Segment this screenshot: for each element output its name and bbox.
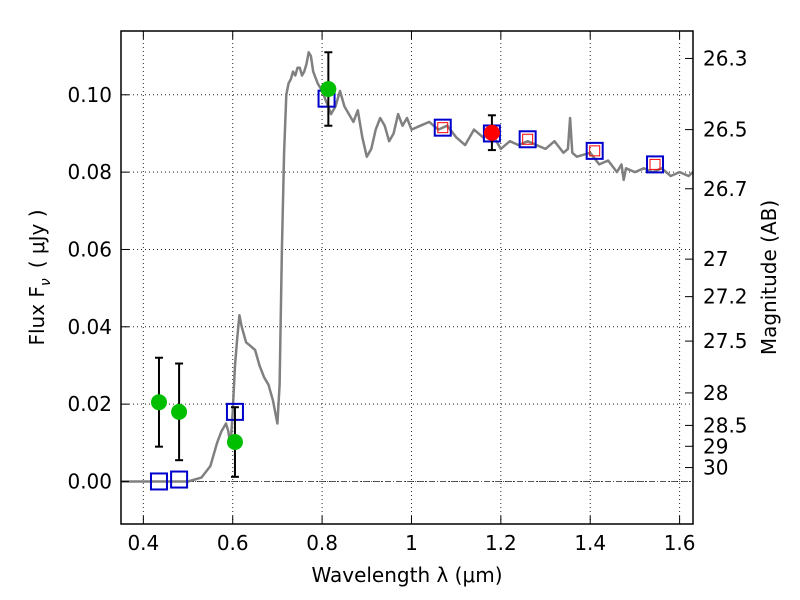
model-band-small-square bbox=[437, 122, 449, 134]
x-tick-label: 1.6 bbox=[664, 531, 696, 555]
right-tick-label: 27.2 bbox=[703, 285, 748, 309]
right-tick-label: 26.5 bbox=[703, 118, 748, 142]
model-band-square bbox=[585, 141, 604, 160]
right-tick-label: 27.5 bbox=[703, 329, 748, 353]
right-tick-label: 29 bbox=[703, 434, 728, 458]
x-tick-label: 0.8 bbox=[306, 531, 338, 555]
right-tick-label: 26.3 bbox=[703, 46, 748, 70]
right-tick-label: 28 bbox=[703, 381, 728, 405]
right-tick-label: 28.5 bbox=[703, 413, 748, 437]
plot-frame bbox=[120, 30, 694, 525]
x-tick-label: 1.4 bbox=[574, 531, 606, 555]
y-axis-title-unit: ( μJy ) bbox=[25, 209, 49, 268]
marker-layer bbox=[149, 51, 665, 491]
x-tick-label: 1 bbox=[405, 531, 418, 555]
grid-lines bbox=[121, 31, 693, 524]
y-axis-title-subscript: ν bbox=[38, 278, 54, 286]
x-axis-title: Wavelength λ (μm) bbox=[311, 563, 502, 587]
y-tick-label: 0.00 bbox=[67, 469, 112, 493]
model-band-square bbox=[433, 118, 452, 137]
y-tick-label: 0.06 bbox=[67, 237, 112, 261]
model-band-small-square bbox=[649, 158, 661, 170]
model-band-square bbox=[646, 155, 665, 174]
model-band-small-square bbox=[589, 145, 601, 157]
right-tick-label: 30 bbox=[703, 456, 728, 480]
y-axis-title-main: Flux F bbox=[25, 286, 49, 345]
y-tick-label: 0.02 bbox=[67, 392, 112, 416]
tick-layer bbox=[121, 31, 693, 524]
model-band-square bbox=[518, 130, 537, 149]
spectrum-line bbox=[121, 51, 694, 483]
model-band-square bbox=[149, 472, 168, 491]
photometry-point bbox=[171, 403, 188, 420]
model-band-small-square bbox=[522, 133, 534, 145]
right-tick-label: 26.7 bbox=[703, 177, 748, 201]
x-tick-label: 1.2 bbox=[485, 531, 517, 555]
x-tick-label: 0.4 bbox=[127, 531, 159, 555]
photometry-point bbox=[483, 124, 500, 141]
spectrum-layer bbox=[121, 51, 694, 483]
photometry-point bbox=[320, 81, 337, 97]
y-tick-label: 0.10 bbox=[67, 83, 112, 107]
x-tick-label: 0.6 bbox=[217, 531, 249, 555]
photometry-point bbox=[226, 434, 243, 451]
photometry-point bbox=[150, 394, 167, 411]
model-band-square bbox=[170, 470, 189, 489]
tick-label-layer: 0.4 0.6 0.8 1 1.2 1.4 1.6 0.00 0.02 0.04 0.06 0.08 0… bbox=[67, 46, 747, 555]
right-tick-label: 27 bbox=[703, 247, 728, 271]
right-axis-title: Magnitude (AB) bbox=[757, 200, 781, 355]
y-axis-title: Flux Fν ( μJy ) bbox=[25, 209, 54, 345]
y-tick-label: 0.08 bbox=[67, 160, 112, 184]
y-tick-label: 0.04 bbox=[67, 315, 112, 339]
